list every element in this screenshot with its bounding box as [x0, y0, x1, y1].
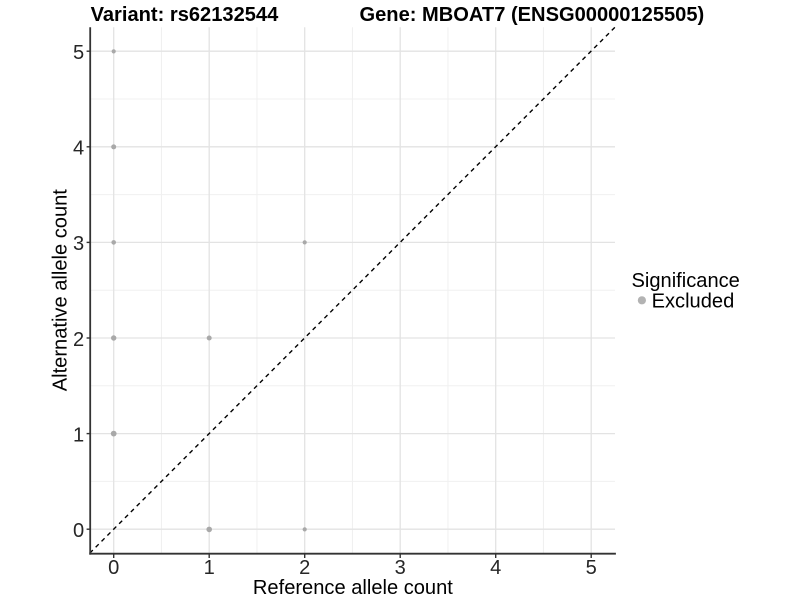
svg-text:Significance: Significance: [632, 270, 740, 292]
svg-text:Excluded: Excluded: [652, 291, 735, 313]
svg-text:4: 4: [73, 138, 84, 160]
svg-text:1: 1: [204, 557, 215, 579]
svg-text:3: 3: [73, 233, 84, 255]
svg-text:Variant: rs62132544: Variant: rs62132544: [91, 4, 280, 26]
svg-text:4: 4: [490, 557, 501, 579]
svg-text:2: 2: [299, 557, 310, 579]
svg-text:1: 1: [73, 424, 84, 446]
svg-text:5: 5: [586, 557, 597, 579]
svg-text:0: 0: [108, 557, 119, 579]
svg-text:Gene: MBOAT7 (ENSG00000125505): Gene: MBOAT7 (ENSG00000125505): [360, 4, 705, 26]
svg-text:Alternative allele count: Alternative allele count: [50, 189, 72, 392]
svg-text:0: 0: [73, 520, 84, 542]
svg-text:2: 2: [73, 329, 84, 351]
svg-text:5: 5: [73, 42, 84, 64]
svg-text:Reference allele count: Reference allele count: [253, 577, 453, 599]
svg-text:3: 3: [395, 557, 406, 579]
